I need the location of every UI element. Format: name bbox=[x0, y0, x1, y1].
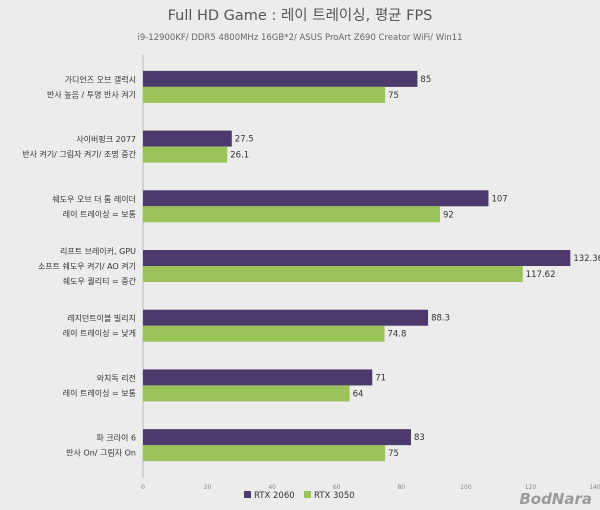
bar-rtx-2060-5 bbox=[143, 369, 372, 385]
bar-rtx-3050-5 bbox=[143, 385, 350, 401]
value-label-rtx-2060-1: 27.5 bbox=[235, 135, 254, 145]
value-label-rtx-2060-3: 132.36 bbox=[573, 254, 600, 264]
bar-rtx-2060-6 bbox=[143, 429, 411, 445]
category-label-2-1: 레이 트레이싱 = 보통 bbox=[63, 209, 136, 219]
category-label-0-0: 가디언즈 오브 갤럭시 bbox=[65, 74, 136, 84]
bar-rtx-2060-2 bbox=[143, 190, 488, 206]
x-tick-label-2: 40 bbox=[268, 484, 276, 491]
category-label-4-1: 레이 트레이싱 = 낮게 bbox=[63, 328, 136, 338]
value-label-rtx-2060-0: 85 bbox=[420, 75, 431, 85]
category-label-1-1: 반사 켜기/ 그림자 켜기/ 조명 중간 bbox=[22, 149, 136, 159]
value-label-rtx-3050-6: 75 bbox=[388, 449, 399, 459]
category-label-5-1: 레이 트레이싱 = 보통 bbox=[63, 388, 136, 398]
category-label-6-1: 반사 On/ 그림자 On bbox=[66, 448, 136, 458]
category-label-1-0: 사이버펑크 2077 bbox=[76, 134, 136, 144]
category-label-3-0: 리프트 브레이커, GPU bbox=[60, 246, 136, 256]
x-tick-label-1: 20 bbox=[204, 484, 212, 491]
x-tick-label-4: 80 bbox=[397, 484, 405, 491]
x-tick-label-0: 0 bbox=[141, 484, 145, 491]
chart-title: Full HD Game : 레이 트레이싱, 평균 FPS bbox=[168, 7, 433, 24]
category-label-6-0: 파 크라이 6 bbox=[96, 433, 136, 443]
bar-rtx-2060-1 bbox=[143, 131, 232, 147]
value-label-rtx-2060-4: 88.3 bbox=[431, 314, 450, 324]
value-label-rtx-3050-0: 75 bbox=[388, 91, 399, 101]
bar-rtx-3050-2 bbox=[143, 206, 440, 222]
category-label-0-1: 반사 높음 / 투명 반사 켜기 bbox=[47, 89, 136, 99]
value-label-rtx-3050-1: 26.1 bbox=[230, 151, 249, 161]
category-label-3-2: 쉐도우 퀄리티 = 중간 bbox=[63, 276, 137, 286]
bar-rtx-3050-0 bbox=[143, 87, 385, 103]
x-tick-label-3: 60 bbox=[333, 484, 341, 491]
value-label-rtx-3050-3: 117.62 bbox=[526, 270, 556, 280]
legend-swatch-rtx-3050 bbox=[304, 491, 311, 498]
bar-rtx-2060-3 bbox=[143, 250, 570, 266]
value-label-rtx-2060-6: 83 bbox=[414, 433, 425, 443]
value-label-rtx-3050-5: 64 bbox=[353, 389, 364, 399]
category-label-4-0: 레지던트이블 빌리지 bbox=[67, 313, 136, 323]
legend-swatch-rtx-2060 bbox=[244, 491, 251, 498]
bar-rtx-2060-4 bbox=[143, 310, 428, 326]
bar-rtx-3050-3 bbox=[143, 266, 523, 282]
category-label-2-0: 쉐도우 오브 더 툼 레이더 bbox=[52, 194, 136, 204]
bar-rtx-2060-0 bbox=[143, 71, 417, 87]
bar-rtx-3050-6 bbox=[143, 445, 385, 461]
value-label-rtx-2060-2: 107 bbox=[491, 194, 507, 204]
category-label-3-1: 소프트 쉐도우 켜기/ AO 켜기 bbox=[38, 261, 136, 271]
value-label-rtx-2060-5: 71 bbox=[375, 373, 386, 383]
category-label-5-0: 와치독 리전 bbox=[97, 373, 136, 383]
value-label-rtx-3050-4: 74.8 bbox=[387, 330, 406, 340]
chart-subtitle: i9-12900KF/ DDR5 4800MHz 16GB*2/ ASUS Pr… bbox=[137, 33, 462, 43]
bar-rtx-3050-1 bbox=[143, 147, 227, 163]
value-label-rtx-3050-2: 92 bbox=[443, 210, 454, 220]
bodnara-logo: BodNara bbox=[519, 490, 592, 508]
legend: RTX 2060 RTX 3050 bbox=[244, 491, 355, 501]
x-tick-label-5: 100 bbox=[460, 484, 472, 491]
legend-label-rtx-3050: RTX 3050 bbox=[314, 491, 355, 501]
legend-label-rtx-2060: RTX 2060 bbox=[254, 491, 295, 501]
bar-rtx-3050-4 bbox=[143, 326, 384, 342]
bar-group bbox=[143, 71, 570, 461]
